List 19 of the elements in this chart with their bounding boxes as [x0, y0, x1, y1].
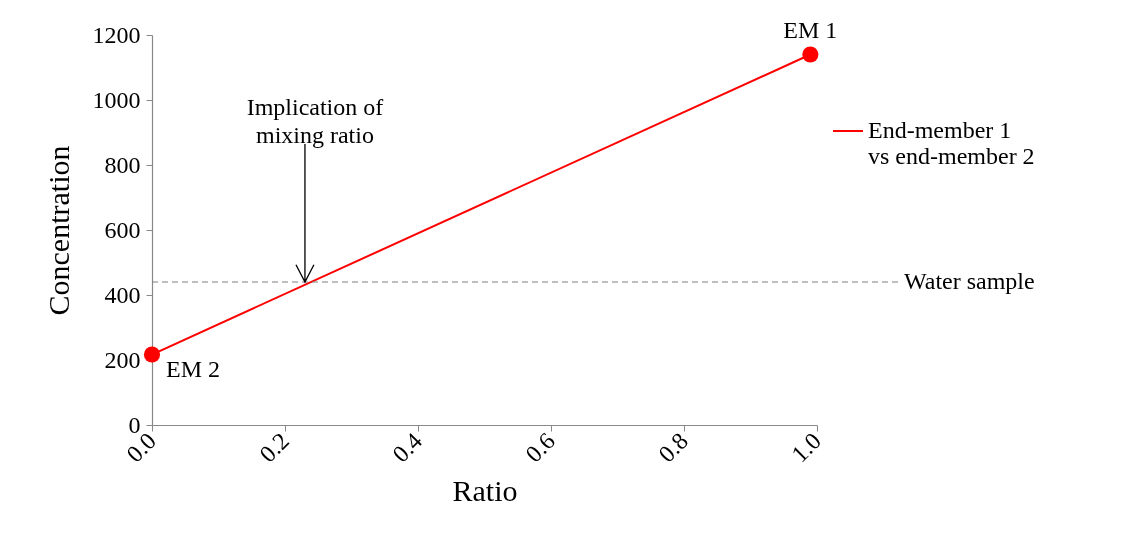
y-axis-title: Concentration: [41, 145, 75, 316]
y-tick-label: 1200: [92, 21, 141, 48]
y-tick-label: 800: [104, 151, 141, 178]
legend-label: End-member 1 vs end-member 2: [868, 117, 1035, 169]
annotation: Implication of mixing ratio: [246, 94, 384, 148]
y-tick-label: 0: [128, 411, 141, 438]
x-tick-label: 0.6: [520, 427, 560, 468]
annotation: EM 1: [783, 16, 838, 43]
x-tick-label: 1.0: [786, 427, 826, 468]
x-axis-title: Ratio: [452, 474, 518, 508]
annotation: EM 2: [166, 356, 220, 383]
y-tick-label: 1000: [92, 86, 141, 113]
y-tick-label: 200: [104, 346, 141, 373]
y-tick-label: 400: [104, 281, 141, 308]
x-tick-label: 0.8: [653, 427, 693, 468]
x-tick-label: 0.4: [387, 427, 427, 468]
x-tick-label: 0.2: [254, 427, 294, 468]
y-tick-label: 600: [104, 216, 141, 243]
ref-line-label: Water sample: [904, 268, 1035, 294]
